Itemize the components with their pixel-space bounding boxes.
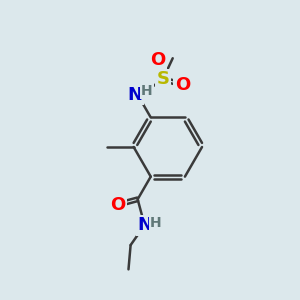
- Text: O: O: [175, 76, 190, 94]
- Text: O: O: [150, 51, 165, 69]
- Text: N: N: [137, 216, 152, 234]
- Text: H: H: [141, 84, 153, 98]
- Text: H: H: [150, 216, 162, 230]
- Text: N: N: [128, 86, 142, 104]
- Text: O: O: [110, 196, 125, 214]
- Text: S: S: [156, 70, 170, 88]
